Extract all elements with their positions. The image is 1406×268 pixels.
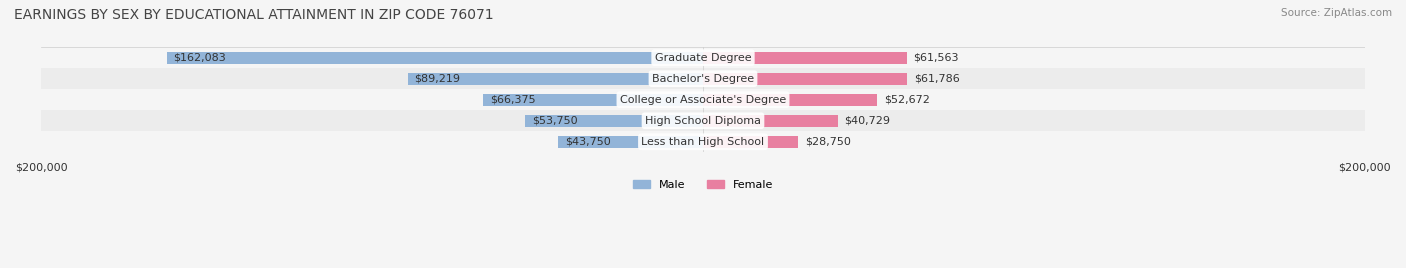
Text: Bachelor's Degree: Bachelor's Degree	[652, 74, 754, 84]
Text: $43,750: $43,750	[565, 137, 610, 147]
Bar	[41, 89, 1365, 110]
Text: High School Diploma: High School Diploma	[645, 116, 761, 126]
Text: $66,375: $66,375	[491, 95, 536, 105]
Bar	[703, 136, 799, 148]
Text: $53,750: $53,750	[531, 116, 578, 126]
Text: $61,563: $61,563	[914, 53, 959, 63]
Bar	[703, 115, 838, 127]
Bar	[703, 94, 877, 106]
Text: $61,786: $61,786	[914, 74, 960, 84]
Bar	[484, 94, 703, 106]
Text: $89,219: $89,219	[415, 74, 460, 84]
Bar	[41, 68, 1365, 89]
Bar	[41, 131, 1365, 152]
Text: Graduate Degree: Graduate Degree	[655, 53, 751, 63]
Bar	[526, 115, 703, 127]
Bar	[703, 73, 907, 85]
Text: EARNINGS BY SEX BY EDUCATIONAL ATTAINMENT IN ZIP CODE 76071: EARNINGS BY SEX BY EDUCATIONAL ATTAINMEN…	[14, 8, 494, 22]
Text: $162,083: $162,083	[173, 53, 226, 63]
Text: Source: ZipAtlas.com: Source: ZipAtlas.com	[1281, 8, 1392, 18]
Legend: Male, Female: Male, Female	[628, 175, 778, 194]
Bar	[703, 52, 907, 64]
Bar	[408, 73, 703, 85]
Bar	[41, 47, 1365, 68]
Text: $40,729: $40,729	[845, 116, 890, 126]
Text: College or Associate's Degree: College or Associate's Degree	[620, 95, 786, 105]
Bar	[558, 136, 703, 148]
Text: $52,672: $52,672	[884, 95, 929, 105]
Bar	[167, 52, 703, 64]
Text: $28,750: $28,750	[804, 137, 851, 147]
Bar	[41, 110, 1365, 131]
Text: Less than High School: Less than High School	[641, 137, 765, 147]
